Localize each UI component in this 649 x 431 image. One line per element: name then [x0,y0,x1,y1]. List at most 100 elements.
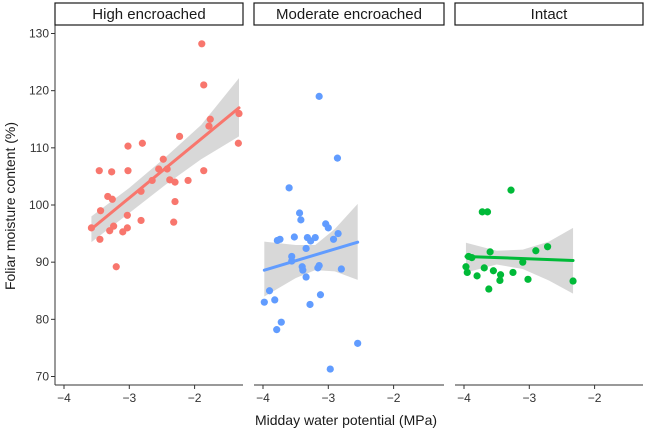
data-point [96,235,104,243]
panel-strip [253,2,445,26]
data-point [302,244,310,253]
x-tick-label: −2 [387,391,401,405]
data-point [316,291,325,299]
data-point [123,211,131,219]
data-point [108,195,116,203]
panel-1: High encroached −4 −3 −2 [54,2,244,405]
data-point [507,186,515,194]
y-axis-title: Foliar moisture content (%) [2,122,18,290]
data-point [96,207,105,215]
y-tick-label: 90 [36,255,50,269]
data-point [463,268,471,277]
data-point [306,300,314,309]
panel-3: Intact −4 −3 −2 [454,2,644,405]
data-point [299,266,307,274]
data-point [524,275,532,283]
data-point [483,208,492,216]
data-point [184,176,192,185]
data-point [95,167,103,175]
data-point [311,233,319,242]
data-point [271,296,279,304]
y-tick-label: 110 [30,141,49,155]
regression-line [464,254,575,262]
data-point [290,233,298,241]
data-point [198,40,206,48]
data-point [171,178,179,186]
x-tick-label: −2 [188,391,202,405]
confidence-ribbon [264,203,358,297]
data-point [205,122,213,130]
regression-line [89,106,241,231]
x-tick-label: −4 [457,391,471,405]
data-point [276,235,284,243]
x-tick-label: −3 [122,391,136,405]
data-point [473,272,481,280]
data-point [170,218,178,226]
panel-strip [454,2,644,26]
x-tick-label: −3 [522,391,536,405]
data-point [200,81,208,89]
data-point [485,285,493,293]
panel-strip-title: High encroached [92,6,205,23]
data-point [302,273,310,281]
y-tick-label: 70 [36,370,50,384]
data-point [478,208,486,216]
data-point [138,139,146,147]
data-point [462,263,470,271]
panel-strip-title: Intact [531,6,569,23]
data-point [324,224,332,232]
x-tick-label: −2 [588,391,602,405]
panel-2: Moderate encroached −4 −3 −2 [253,2,445,405]
data-point [234,139,242,147]
x-axis-title: Midday water potential (MPa) [255,412,437,428]
data-point [124,142,132,150]
y-tick-label: 130 [29,27,49,41]
data-point [315,261,323,270]
data-point [159,155,167,163]
data-point [260,298,268,306]
data-point [543,243,552,251]
data-point [569,277,577,285]
data-point [235,109,243,118]
data-point [123,224,131,232]
data-point [337,265,345,273]
y-tick-label: 100 [29,198,49,212]
data-point [265,287,274,295]
data-point [285,184,293,192]
data-point [509,268,517,277]
data-point [334,229,342,238]
y-axis: 70 80 90 100 110 120 130 [29,25,56,385]
x-tick-label: −4 [256,391,270,405]
data-point [496,276,504,285]
data-point [532,247,540,255]
data-point [489,267,497,275]
data-point [333,154,342,162]
data-point [277,318,285,326]
data-point [297,216,305,224]
data-point [295,209,304,217]
data-point [137,216,145,225]
panel-strip-title: Moderate encroached [276,6,422,23]
regression-line [262,240,360,272]
data-point [108,168,116,176]
data-point [326,365,334,373]
data-point [112,263,120,271]
x-tick-label: −3 [321,391,335,405]
data-point [329,235,338,243]
data-point [354,339,362,347]
data-point [486,248,494,256]
data-point [206,115,214,123]
data-point [496,271,505,279]
panel-strip [54,2,244,26]
data-point [315,92,323,100]
data-point [124,167,132,175]
y-tick-label: 80 [36,312,50,326]
data-point [200,167,208,175]
data-point [519,258,527,266]
data-point [171,197,179,206]
y-tick-label: 120 [29,84,49,98]
data-point [273,326,281,334]
data-point [480,264,488,272]
